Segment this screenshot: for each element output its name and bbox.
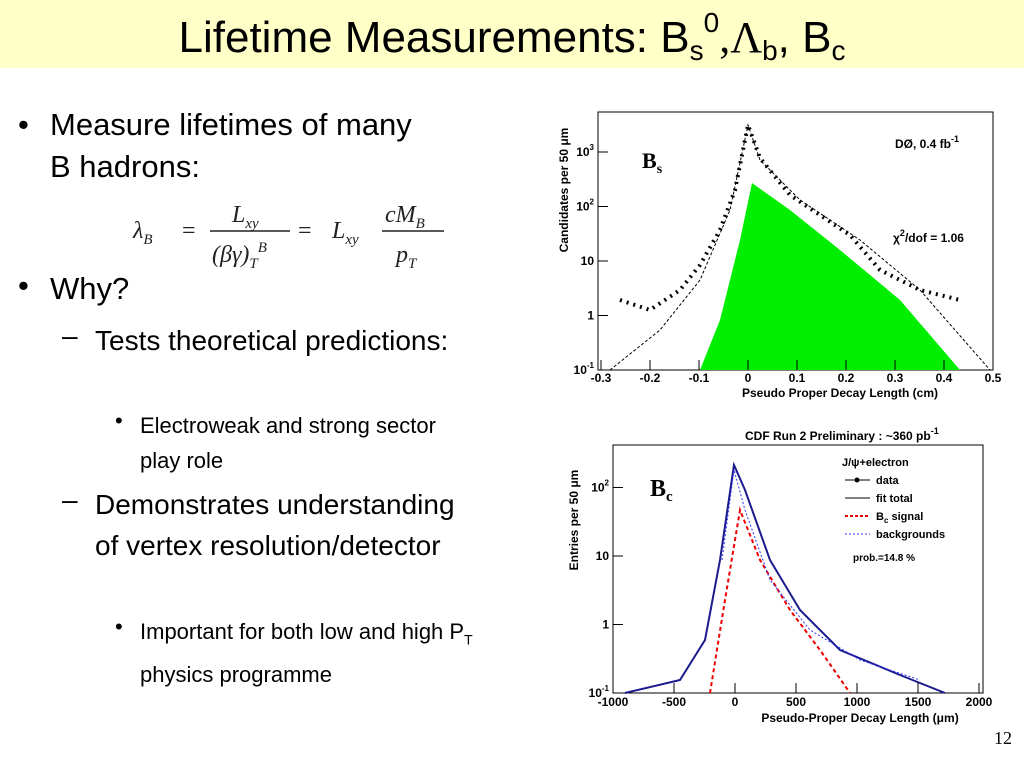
y-tick-label: 1 [602, 618, 609, 632]
x-tick-label: 0.4 [936, 371, 953, 385]
svg-text:(βγ)TB: (βγ)TB [212, 240, 267, 272]
title: Lifetime Measurements: Bs0,Λb, Bc [179, 7, 846, 66]
tick-base: 1 [602, 618, 609, 632]
tick-exp: -1 [587, 361, 595, 370]
plot-label: Bc [650, 476, 673, 505]
x-tick-label: -0.2 [640, 371, 661, 385]
slide-number: 12 [994, 728, 1012, 748]
signal-area [700, 183, 960, 370]
plot-bc: CDF Run 2 Preliminary : ~360 pb-1 Bc J/ψ… [567, 426, 993, 725]
svg-text:J/ψ+electron: J/ψ+electron [842, 457, 909, 469]
x-label: Pseudo-Proper Decay Length (μm) [761, 711, 958, 725]
y-tick-label: 10-1 [574, 361, 595, 377]
dash: – [62, 320, 78, 351]
bullet: • [115, 614, 123, 639]
y-tick-label: 10-1 [589, 684, 610, 700]
chi2: χ2/dof = 1.06 [893, 228, 964, 245]
legend: J/ψ+electron data fit total Bc signal ba… [842, 457, 945, 564]
tick-base: 10 [589, 686, 603, 700]
svg-text:Bc signal: Bc signal [876, 511, 923, 525]
bullet: • [115, 408, 123, 433]
y-tick-label: 102 [576, 198, 594, 214]
plot-bs: Bs DØ, 0.4 fb-1 χ2/dof = 1.06 Candidates… [557, 111, 1002, 400]
data-points [619, 117, 961, 313]
y-tick-label: 10 [581, 254, 595, 268]
tick-exp: 3 [590, 143, 595, 152]
svg-text:=: = [182, 218, 196, 244]
x-tick-label: 1500 [905, 695, 932, 709]
bullet-text: Measure lifetimes of many B hadrons: [50, 107, 412, 184]
y-label: Entries per 50 μm [567, 470, 581, 571]
bullet: • [18, 268, 29, 303]
tick-base: 10 [576, 200, 590, 214]
x-tick-label: 2000 [966, 695, 993, 709]
svg-text:data: data [876, 475, 900, 487]
y-tick-label: 103 [576, 143, 594, 159]
formula: λB = Lxy (βγ)TB = Lxy cMB pT [132, 202, 444, 272]
dash: – [62, 484, 78, 515]
x-tick-label: 0 [745, 371, 752, 385]
x-label: Pseudo Proper Decay Length (cm) [742, 386, 938, 400]
svg-text:λB: λB [132, 218, 153, 248]
frame [612, 444, 984, 694]
x-tick-label: 500 [786, 695, 806, 709]
tick-base: 10 [591, 481, 605, 495]
tick-exp: -1 [602, 684, 610, 693]
bullet-text: Electroweak and strong sector play role [140, 413, 436, 473]
tick-base: 10 [581, 254, 595, 268]
y-tick-label: 10 [596, 549, 610, 563]
x-tick-label: 0 [732, 695, 739, 709]
x-tick-label: -1000 [598, 695, 629, 709]
signal-curve [709, 506, 851, 694]
tick-exp: 2 [590, 198, 595, 207]
bullet: • [18, 107, 29, 142]
fit-curve [609, 123, 991, 371]
lumi: DØ, 0.4 fb-1 [895, 134, 959, 151]
tick-base: 10 [574, 363, 588, 377]
svg-text:backgrounds: backgrounds [876, 529, 945, 541]
plot-label: Bs [642, 148, 663, 177]
tick-base: 10 [596, 549, 610, 563]
svg-text:prob.=14.8 %: prob.=14.8 % [853, 553, 915, 564]
x-tick-label: -0.1 [689, 371, 710, 385]
x-tick-label: -500 [662, 695, 686, 709]
bullet-text: Why? [50, 271, 130, 306]
bullet-text: Tests theoretical predictions: [95, 325, 449, 356]
svg-text:cMB: cMB [385, 202, 425, 232]
tick-base: 10 [576, 145, 590, 159]
title-band [0, 0, 1024, 68]
tick-exp: 2 [605, 479, 610, 488]
x-tick-label: 0.1 [789, 371, 806, 385]
x-tick-label: -0.3 [591, 371, 612, 385]
y-tick-label: 1 [587, 309, 594, 323]
svg-text:fit total: fit total [876, 493, 913, 505]
svg-text:Lxy: Lxy [331, 218, 359, 248]
plot-header: CDF Run 2 Preliminary : ~360 pb-1 [745, 426, 939, 443]
x-tick-label: 0.5 [985, 371, 1002, 385]
bullet-text: Important for both low and high PT physi… [140, 619, 473, 688]
fit-total [624, 461, 946, 694]
bullet-text: Demonstrates understanding of vertex res… [95, 489, 455, 561]
y-tick-label: 102 [591, 479, 609, 495]
y-label: Candidates per 50 μm [557, 128, 571, 253]
x-tick-label: 1000 [844, 695, 871, 709]
svg-text:=: = [298, 218, 312, 244]
background-curve [721, 469, 921, 681]
svg-text:pT: pT [394, 242, 418, 272]
x-tick-label: 0.2 [838, 371, 855, 385]
x-tick-label: 0.3 [887, 371, 904, 385]
tick-base: 1 [587, 309, 594, 323]
svg-text:Lxy: Lxy [231, 202, 259, 232]
